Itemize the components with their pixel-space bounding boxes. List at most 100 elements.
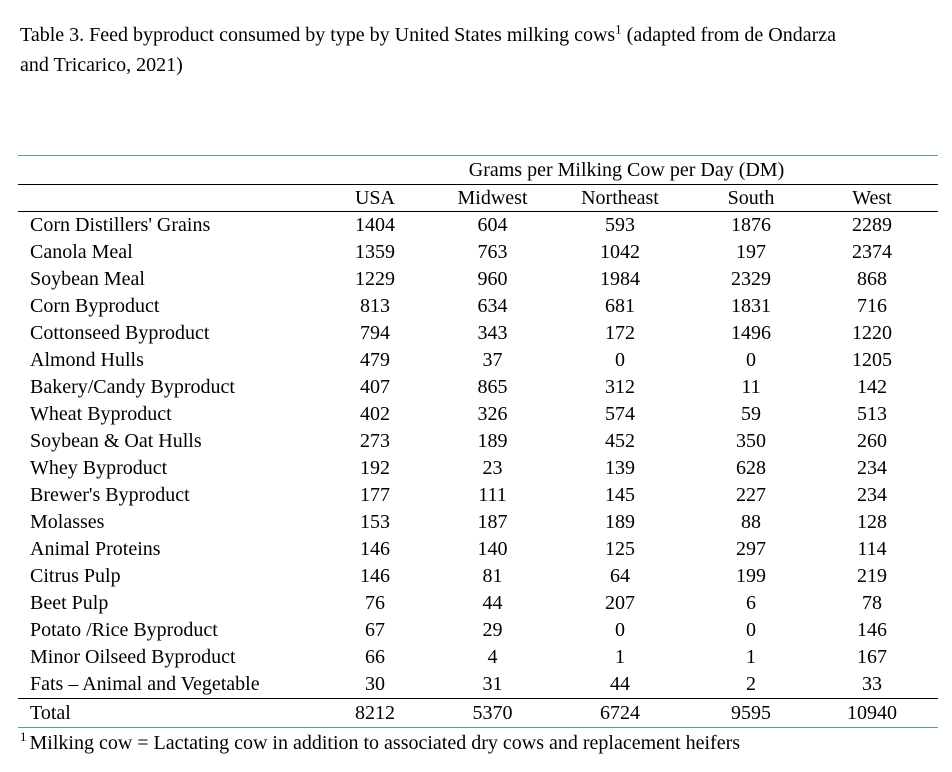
table-row: Animal Proteins 146 140 125 297 114 <box>18 536 938 563</box>
cell-west: 142 <box>857 376 887 398</box>
cell-midwest: 37 <box>482 349 503 371</box>
cell-usa: 1229 <box>355 268 395 290</box>
table-row: Soybean Meal 1229 960 1984 2329 868 <box>18 266 938 293</box>
cell-usa: 67 <box>365 619 385 641</box>
cell-west: 260 <box>857 430 887 452</box>
row-label: Almond Hulls <box>30 349 144 371</box>
total-south: 9595 <box>731 702 771 724</box>
cell-midwest: 81 <box>482 565 503 587</box>
row-label: Minor Oilseed Byproduct <box>30 646 236 668</box>
cell-northeast: 0 <box>615 349 625 371</box>
table-row: Corn Byproduct 813 634 681 1831 716 <box>18 293 938 320</box>
cell-usa: 146 <box>360 538 390 560</box>
cell-midwest: 343 <box>477 322 508 344</box>
cell-northeast: 139 <box>605 457 635 479</box>
data-table: Grams per Milking Cow per Day (DM) USA M… <box>18 155 938 728</box>
cell-west: 234 <box>857 457 887 479</box>
cell-usa: 794 <box>360 322 390 344</box>
table-row: Soybean & Oat Hulls 273 189 452 350 260 <box>18 428 938 455</box>
cell-midwest: 29 <box>482 619 503 641</box>
header-rule <box>18 211 938 212</box>
table-row: Almond Hulls 479 37 0 0 1205 <box>18 347 938 374</box>
row-label: Wheat Byproduct <box>30 403 172 425</box>
cell-midwest: 634 <box>477 295 508 317</box>
row-label: Citrus Pulp <box>30 565 121 587</box>
cell-south: 1876 <box>731 214 771 236</box>
cell-south: 1 <box>746 646 756 668</box>
row-label: Cottonseed Byproduct <box>30 322 210 344</box>
cell-northeast: 681 <box>605 295 635 317</box>
table-footnote: 1 Milking cow = Lactating cow in addition… <box>20 729 740 757</box>
table-row: Bakery/Candy Byproduct 407 865 312 11 142 <box>18 374 938 401</box>
cell-west: 33 <box>862 673 882 695</box>
cell-west: 2289 <box>852 214 892 236</box>
table-row: Beet Pulp 76 44 207 6 78 <box>18 590 938 617</box>
cell-northeast: 145 <box>605 484 635 506</box>
cell-usa: 192 <box>360 457 390 479</box>
cell-northeast: 189 <box>605 511 635 533</box>
footnote-mark: 1 <box>20 729 27 745</box>
cell-west: 234 <box>857 484 887 506</box>
table-caption: Table 3. Feed byproduct consumed by type… <box>20 20 850 80</box>
cell-midwest: 763 <box>477 241 508 263</box>
caption-text: Table 3. Feed byproduct consumed by type… <box>20 24 616 46</box>
column-header-west: West <box>852 187 892 209</box>
cell-northeast: 44 <box>610 673 630 695</box>
row-label: Bakery/Candy Byproduct <box>30 376 235 398</box>
column-header-row: USA Midwest Northeast South West <box>18 185 938 211</box>
cell-midwest: 31 <box>482 673 503 695</box>
cell-midwest: 187 <box>477 511 508 533</box>
table-row: Canola Meal 1359 763 1042 197 2374 <box>18 239 938 266</box>
table-row: Whey Byproduct 192 23 139 628 234 <box>18 455 938 482</box>
column-header-usa: USA <box>354 187 395 209</box>
row-label: Animal Proteins <box>30 538 161 560</box>
cell-west: 1220 <box>852 322 892 344</box>
table-top-rule <box>18 155 938 156</box>
cell-usa: 402 <box>360 403 390 425</box>
cell-west: 2374 <box>852 241 892 263</box>
cell-south: 197 <box>736 241 766 263</box>
cell-midwest: 4 <box>487 646 498 668</box>
cell-west: 1205 <box>852 349 892 371</box>
table-row: Cottonseed Byproduct 794 343 172 1496 1220 <box>18 320 938 347</box>
total-label: Total <box>30 702 71 724</box>
cell-south: 6 <box>746 592 756 614</box>
total-west: 10940 <box>847 702 897 724</box>
cell-northeast: 64 <box>610 565 630 587</box>
table-row: Fats – Animal and Vegetable 30 31 44 2 33 <box>18 671 938 698</box>
cell-south: 1496 <box>731 322 771 344</box>
cell-usa: 66 <box>365 646 385 668</box>
row-label: Fats – Animal and Vegetable <box>30 673 260 695</box>
table-row: Wheat Byproduct 402 326 574 59 513 <box>18 401 938 428</box>
table-row: Molasses 153 187 189 88 128 <box>18 509 938 536</box>
cell-west: 219 <box>857 565 887 587</box>
total-row: Total 8212 5370 6724 9595 10940 <box>18 699 938 727</box>
row-label: Soybean & Oat Hulls <box>30 430 202 452</box>
cell-south: 0 <box>746 349 756 371</box>
row-label: Beet Pulp <box>30 592 109 614</box>
cell-south: 0 <box>746 619 756 641</box>
cell-northeast: 312 <box>605 376 635 398</box>
total-usa: 8212 <box>355 702 395 724</box>
table-row: Brewer's Byproduct 177 111 145 227 234 <box>18 482 938 509</box>
cell-midwest: 960 <box>477 268 508 290</box>
cell-usa: 153 <box>360 511 390 533</box>
cell-west: 513 <box>857 403 887 425</box>
cell-south: 1831 <box>731 295 771 317</box>
cell-west: 868 <box>857 268 887 290</box>
table-row: Potato /Rice Byproduct 67 29 0 0 146 <box>18 617 938 644</box>
table-row: Citrus Pulp 146 81 64 199 219 <box>18 563 938 590</box>
cell-usa: 30 <box>365 673 385 695</box>
cell-usa: 479 <box>360 349 390 371</box>
cell-usa: 177 <box>360 484 390 506</box>
total-rule <box>18 698 938 699</box>
column-header-midwest: Midwest <box>457 187 528 209</box>
table-body: Corn Distillers' Grains 1404 604 593 1876 228… <box>18 212 938 698</box>
row-label: Canola Meal <box>30 241 133 263</box>
cell-south: 2 <box>746 673 756 695</box>
cell-usa: 76 <box>365 592 385 614</box>
cell-usa: 146 <box>360 565 390 587</box>
cell-midwest: 111 <box>478 484 507 506</box>
table-row: Minor Oilseed Byproduct 66 4 1 1 167 <box>18 644 938 671</box>
cell-northeast: 0 <box>615 619 625 641</box>
